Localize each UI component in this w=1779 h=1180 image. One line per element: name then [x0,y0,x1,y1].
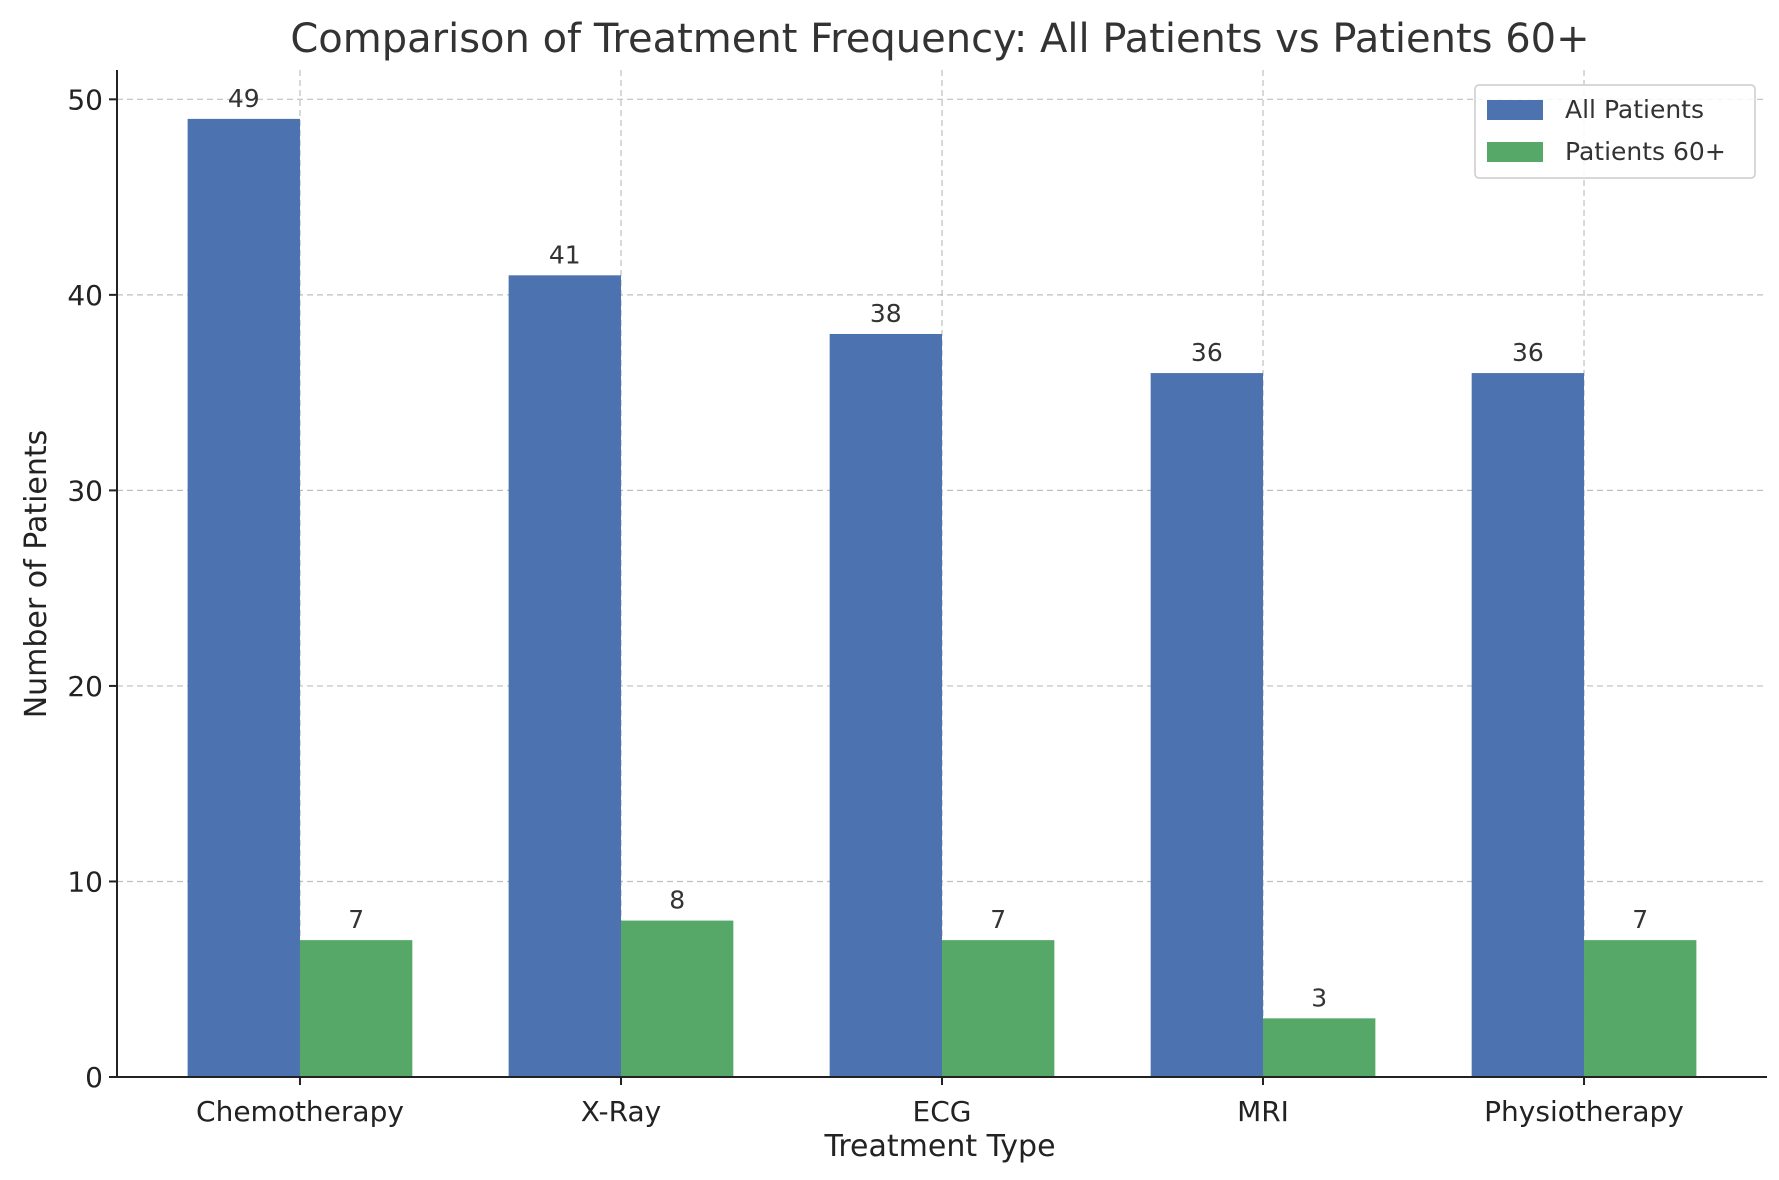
bar [620,920,734,1077]
y-axis-label: Number of Patients [19,430,54,719]
bar [1471,373,1585,1078]
bar [299,940,413,1077]
data-label: 3 [1311,983,1327,1012]
y-tick-label: 30 [67,474,103,507]
data-label: 41 [549,240,581,269]
data-label: 7 [990,905,1006,934]
bars [187,118,1697,1078]
data-labels: 49 41 38 36 36 7 8 7 3 7 [228,84,1648,1012]
legend: All Patients Patients 60+ [1474,84,1756,179]
bar [187,118,300,1078]
x-tick-label: X-Ray [581,1095,661,1128]
x-axis-label: Treatment Type [823,1129,1055,1164]
x-tick-label: MRI [1237,1095,1289,1128]
bar [1263,1018,1376,1077]
data-label: 36 [1191,338,1223,367]
bar [508,275,621,1077]
tick-labels: 0 10 20 30 40 50 Chemotherapy X-Ray ECG MRI Physio… [67,83,1683,1128]
y-tick-label: 20 [67,670,103,703]
bar [1150,373,1264,1078]
legend-label: Patients 60+ [1565,137,1726,166]
legend-swatch [1487,142,1543,162]
bar [1584,940,1697,1077]
y-tick-label: 0 [85,1061,103,1094]
legend-swatch [1487,100,1543,120]
chart-title: Comparison of Treatment Frequency: All P… [290,16,1589,62]
data-label: 36 [1512,338,1544,367]
data-label: 7 [348,905,364,934]
y-tick-label: 40 [67,279,103,312]
bar [942,940,1055,1077]
x-tick-label: ECG [913,1095,972,1128]
data-label: 8 [669,886,685,915]
data-label: 7 [1632,905,1648,934]
y-tick-label: 10 [67,865,103,898]
data-label: 38 [870,299,902,328]
data-label: 49 [228,84,260,113]
y-tick-label: 50 [67,83,103,116]
bar [829,333,942,1077]
legend-box [1474,84,1756,179]
legend-label: All Patients [1565,95,1704,124]
x-tick-label: Physiotherapy [1484,1095,1684,1128]
x-tick-label: Chemotherapy [196,1095,404,1128]
